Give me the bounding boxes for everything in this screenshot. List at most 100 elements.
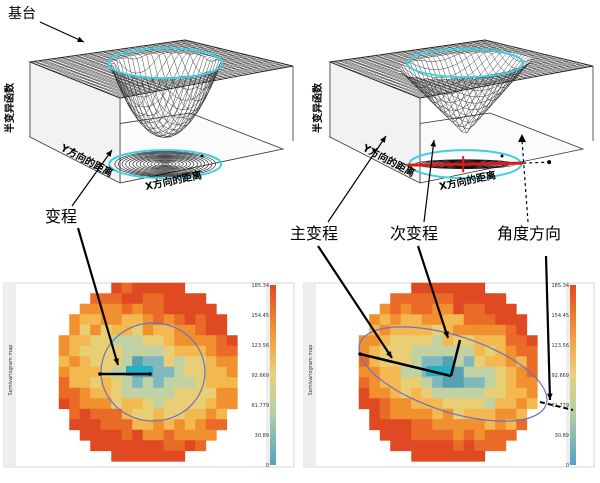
map-cell (79, 324, 91, 336)
map-cell (174, 366, 186, 378)
map-cell (463, 356, 475, 368)
zlabel-left: 半变异函数 (3, 82, 16, 133)
map-cell (400, 335, 412, 347)
map-cell (205, 324, 217, 336)
map-cell (90, 366, 102, 378)
map-cell (132, 408, 144, 420)
map-cell (495, 293, 507, 305)
map-cell (142, 324, 154, 336)
map-cell (142, 345, 154, 357)
map-cell (111, 387, 123, 399)
map-cell (100, 303, 112, 315)
map-cell (163, 293, 175, 305)
map-cell (484, 293, 496, 305)
map-cell (516, 324, 528, 336)
map-cell (421, 408, 433, 420)
map-cell (390, 345, 402, 357)
map-cell (153, 345, 165, 357)
map-cell (121, 377, 133, 389)
floor-contour (136, 156, 195, 172)
floor-contour (154, 161, 177, 168)
map-cell (69, 324, 81, 336)
map-cell (421, 429, 433, 441)
map-cell (184, 419, 196, 431)
map-cell (153, 324, 165, 336)
floor-contour (161, 162, 170, 166)
floor-contour (139, 157, 191, 171)
map-cell (453, 356, 465, 368)
map-cell (390, 398, 402, 410)
axis-tick (372, 148, 376, 152)
map-cell (463, 324, 475, 336)
map-cell (432, 440, 444, 452)
surface-outline (28, 39, 294, 99)
map-cell (58, 398, 70, 410)
map-cell (184, 398, 196, 410)
floor-contour (121, 153, 209, 176)
map-cell (358, 366, 370, 378)
legend-tick-label: 61.779 (252, 403, 270, 409)
direction-line (523, 161, 550, 164)
map-cell (495, 440, 507, 452)
map-cell (142, 293, 154, 305)
map-cell (390, 440, 402, 452)
map-cell (379, 387, 391, 399)
map-cell (121, 293, 133, 305)
map-cell (495, 408, 507, 420)
map-cell (174, 398, 186, 410)
map-cell (421, 377, 433, 389)
map-cell (184, 303, 196, 315)
map-cell (100, 429, 112, 441)
map-cell (58, 345, 70, 357)
map-cell (132, 450, 144, 462)
map-cell (463, 303, 475, 315)
map-cell (153, 419, 165, 431)
map-cell (505, 419, 517, 431)
arrow-minor-range-map (416, 245, 450, 339)
map-cell (474, 366, 486, 378)
map-cell (153, 377, 165, 389)
map-cell (516, 335, 528, 347)
map-cell (442, 324, 454, 336)
map-cell (484, 377, 496, 389)
map-cell (195, 377, 207, 389)
map-cell (90, 408, 102, 420)
map-cell (421, 419, 433, 431)
map-cell (100, 324, 112, 336)
map-cell (184, 429, 196, 441)
map-cell (153, 387, 165, 399)
map-cell (79, 419, 91, 431)
axis-tick (200, 154, 204, 158)
map-cell (432, 419, 444, 431)
map-cell (111, 398, 123, 410)
map-cell (369, 356, 381, 368)
map-cell (205, 398, 217, 410)
map-cell (505, 398, 517, 410)
map-cell (90, 356, 102, 368)
map-cell (411, 324, 423, 336)
map-cell (474, 398, 486, 410)
map-cell (184, 366, 196, 378)
map-cell (79, 408, 91, 420)
map-cell (474, 387, 486, 399)
map-cell (442, 282, 454, 294)
map-cell (216, 419, 228, 431)
map-cell (132, 335, 144, 347)
map-cell (216, 387, 228, 399)
legend-tick-label: 92.669 (252, 373, 270, 379)
map-cell (216, 377, 228, 389)
arrow-sill-head (77, 36, 84, 42)
map-cell (121, 282, 133, 294)
map-cell (195, 324, 207, 336)
map-cell (505, 377, 517, 389)
map-cell (432, 335, 444, 347)
map-cell (163, 314, 175, 326)
map-cell (163, 366, 175, 378)
map-cell (132, 324, 144, 336)
map-cell (411, 293, 423, 305)
map-cell (163, 335, 175, 347)
annotation-arrows (39, 21, 553, 401)
map-cell (142, 303, 154, 315)
map-cell (69, 345, 81, 357)
map-cell (463, 450, 475, 462)
